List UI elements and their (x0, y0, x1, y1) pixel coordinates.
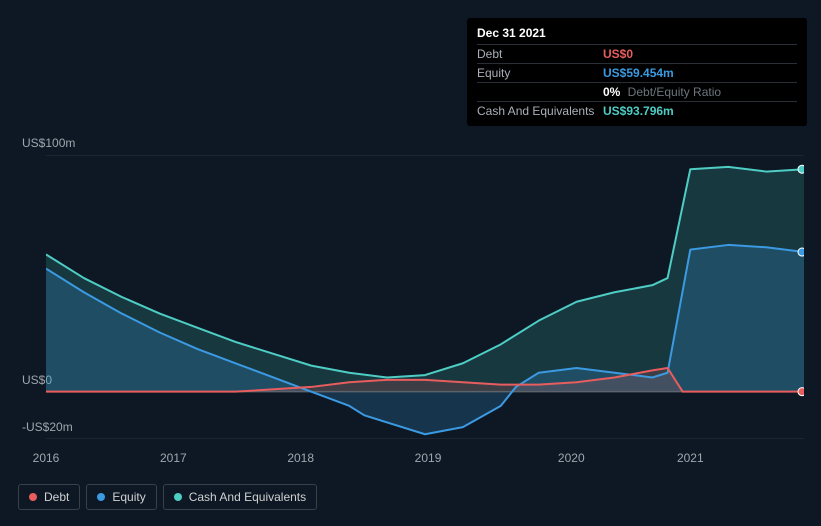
tooltip-row-value: US$0 (603, 47, 633, 61)
legend-item-label: Equity (112, 490, 145, 504)
chart-tooltip: Dec 31 2021 DebtUS$0EquityUS$59.454m0% D… (467, 18, 807, 126)
x-axis-tick-label: 2019 (415, 451, 442, 465)
tooltip-row: Cash And EquivalentsUS$93.796m (477, 101, 797, 120)
x-axis-tick-label: 2020 (558, 451, 585, 465)
tooltip-row-label (477, 85, 603, 99)
tooltip-row: DebtUS$0 (477, 44, 797, 63)
chart-legend: Debt Equity Cash And Equivalents (18, 484, 317, 510)
legend-item-label: Debt (44, 490, 69, 504)
legend-dot-icon (174, 493, 182, 501)
x-axis-tick-label: 2021 (677, 451, 704, 465)
legend-dot-icon (29, 493, 37, 501)
tooltip-row-label: Debt (477, 47, 603, 61)
legend-dot-icon (97, 493, 105, 501)
tooltip-row-label: Cash And Equivalents (477, 104, 603, 118)
legend-item[interactable]: Debt (18, 484, 80, 510)
tooltip-date: Dec 31 2021 (477, 24, 797, 44)
y-axis-tick-label: US$100m (0, 136, 76, 150)
x-axis-tick-label: 2017 (160, 451, 187, 465)
tooltip-row-value: US$59.454m (603, 66, 674, 80)
tooltip-row-value: US$93.796m (603, 104, 674, 118)
area-chart (46, 155, 804, 439)
tooltip-row-label: Equity (477, 66, 603, 80)
legend-item[interactable]: Equity (86, 484, 156, 510)
x-axis-tick-label: 2016 (33, 451, 60, 465)
x-axis-tick-label: 2018 (287, 451, 314, 465)
tooltip-row: 0% Debt/Equity Ratio (477, 82, 797, 101)
tooltip-row-extra: Debt/Equity Ratio (624, 85, 721, 99)
legend-item[interactable]: Cash And Equivalents (163, 484, 317, 510)
tooltip-row: EquityUS$59.454m (477, 63, 797, 82)
legend-item-label: Cash And Equivalents (189, 490, 306, 504)
tooltip-row-value: 0% Debt/Equity Ratio (603, 85, 721, 99)
